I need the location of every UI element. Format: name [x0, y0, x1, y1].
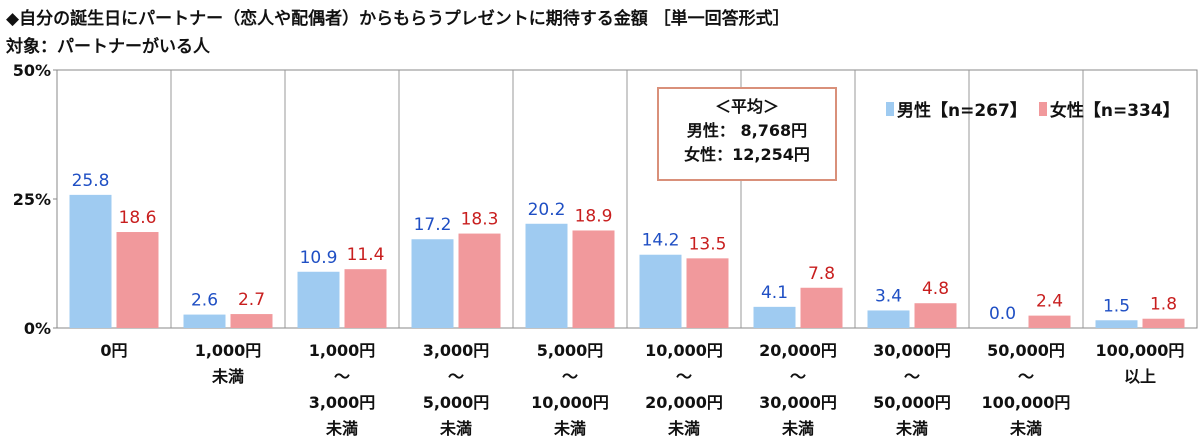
data-label-male: 2.6	[191, 291, 218, 311]
x-tick-label: 50,000円	[873, 393, 951, 412]
bar-male	[411, 239, 454, 328]
bar-male	[1095, 320, 1138, 328]
y-tick-label: 50%	[13, 61, 51, 80]
x-tick-label: 1,000円	[309, 341, 376, 360]
legend-label-female: 女性【n=334】	[1049, 101, 1180, 121]
bar-male	[525, 223, 568, 328]
data-label-female: 1.8	[1150, 295, 1177, 315]
data-label-male: 0.0	[989, 304, 1016, 324]
x-tick-label: 50,000円	[987, 341, 1065, 360]
x-tick-label: 20,000円	[759, 341, 837, 360]
x-tick-label: ～	[790, 367, 806, 386]
x-tick-label: 3,000円	[309, 393, 376, 412]
legend-swatch-male	[886, 101, 894, 116]
data-label-female: 18.9	[575, 206, 613, 226]
x-tick-label: ～	[1018, 367, 1034, 386]
x-tick-label: 未満	[325, 419, 358, 438]
bar-female	[230, 314, 273, 328]
data-label-female: 18.3	[461, 210, 499, 230]
x-tick-label: 未満	[781, 419, 814, 438]
data-label-male: 1.5	[1103, 296, 1130, 316]
data-label-male: 25.8	[72, 171, 110, 191]
data-label-male: 14.2	[642, 231, 680, 251]
bar-male	[183, 314, 226, 328]
bar-male	[639, 254, 682, 328]
data-label-female: 4.8	[922, 279, 949, 299]
x-tick-label: 0円	[100, 341, 127, 360]
x-tick-label: ～	[904, 367, 920, 386]
data-label-male: 10.9	[300, 248, 338, 268]
bar-female	[344, 269, 387, 328]
x-tick-label: 未満	[895, 419, 928, 438]
legend-item-male: 男性【n=267】	[886, 96, 1027, 121]
x-tick-label: 未満	[1009, 419, 1042, 438]
bar-male	[297, 271, 340, 328]
x-tick-label: 未満	[553, 419, 586, 438]
average-box: ＜平均＞ 男性： 8,768円 女性：12,254円	[657, 87, 837, 181]
x-tick-label: 10,000円	[531, 393, 609, 412]
bar-female	[1142, 318, 1185, 328]
bar-male	[753, 306, 796, 328]
x-tick-label: ～	[676, 367, 692, 386]
data-label-female: 7.8	[808, 264, 835, 284]
x-tick-label: 30,000円	[873, 341, 951, 360]
average-female: 女性：12,254円	[684, 145, 810, 164]
bar-female	[1028, 315, 1071, 328]
x-tick-label: 20,000円	[645, 393, 723, 412]
bar-female	[800, 287, 843, 328]
x-tick-label: 未満	[667, 419, 700, 438]
data-label-female: 2.4	[1036, 292, 1063, 312]
average-heading: ＜平均＞	[714, 97, 779, 116]
data-label-male: 3.4	[875, 286, 902, 306]
legend: 男性【n=267】 女性【n=334】	[886, 96, 1192, 121]
bar-female	[572, 230, 615, 328]
x-tick-label: 100,000円	[982, 393, 1071, 412]
x-tick-label: 1,000円	[195, 341, 262, 360]
bar-male	[867, 310, 910, 328]
chart-title: ◆自分の誕生日にパートナー（恋人や配偶者）からもらうプレゼントに期待する金額 ［…	[6, 9, 790, 29]
data-label-female: 13.5	[689, 234, 727, 254]
bar-female	[116, 232, 159, 328]
x-tick-label: ～	[334, 367, 350, 386]
x-tick-label: 30,000円	[759, 393, 837, 412]
data-label-female: 11.4	[347, 245, 385, 265]
x-tick-label: 3,000円	[423, 341, 490, 360]
data-label-female: 2.7	[238, 290, 265, 310]
bar-female	[686, 258, 729, 328]
x-tick-label: 以上	[1124, 367, 1156, 386]
average-male: 男性： 8,768円	[686, 121, 808, 140]
bar-female	[914, 303, 957, 328]
x-tick-label: 10,000円	[645, 341, 723, 360]
data-label-female: 18.6	[119, 208, 157, 228]
y-tick-label: 0%	[24, 319, 51, 338]
data-label-male: 4.1	[761, 283, 788, 303]
legend-label-male: 男性【n=267】	[897, 101, 1027, 121]
x-tick-label: 未満	[439, 419, 472, 438]
legend-item-female: 女性【n=334】	[1038, 96, 1180, 121]
y-tick-label: 25%	[13, 190, 51, 209]
x-tick-label: 5,000円	[537, 341, 604, 360]
chart-subtitle: 対象：パートナーがいる人	[6, 37, 210, 57]
data-label-male: 17.2	[414, 215, 452, 235]
x-tick-label: 100,000円	[1096, 341, 1185, 360]
x-tick-label: ～	[562, 367, 578, 386]
x-tick-label: 5,000円	[423, 393, 490, 412]
bar-male	[69, 194, 112, 328]
x-tick-label: ～	[448, 367, 464, 386]
bar-female	[458, 233, 501, 328]
legend-swatch-female	[1038, 101, 1047, 116]
x-tick-label: 未満	[211, 367, 244, 386]
data-label-male: 20.2	[528, 200, 566, 220]
